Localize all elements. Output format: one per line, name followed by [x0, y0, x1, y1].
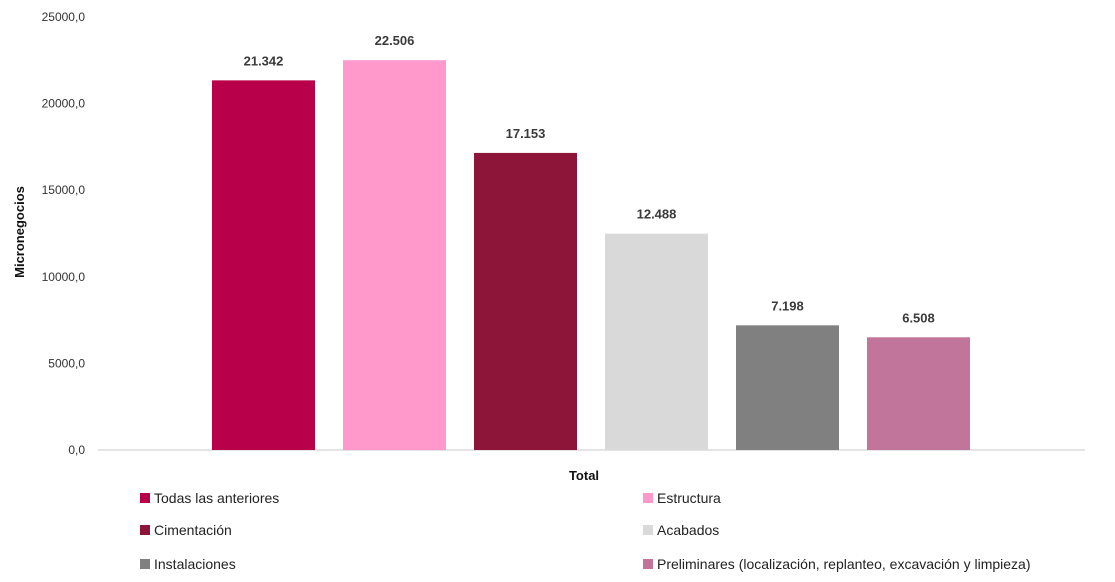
- data-label: 6.508: [902, 310, 935, 325]
- bar: [474, 152, 577, 450]
- bar: [867, 337, 970, 450]
- y-tick-label: 20000,0: [42, 97, 86, 111]
- y-tick-label: 0,0: [68, 443, 85, 457]
- y-tick-label: 5000,0: [48, 356, 85, 370]
- bar: [605, 233, 708, 450]
- y-axis-title: Micronegocios: [12, 186, 27, 278]
- data-label: 12.488: [637, 207, 677, 222]
- bar: [736, 325, 839, 450]
- bar: [343, 60, 446, 451]
- bars: [212, 60, 970, 451]
- y-tick-label: 10000,0: [42, 270, 86, 284]
- data-label: 21.342: [244, 53, 284, 68]
- data-label: 17.153: [506, 126, 546, 141]
- y-tick-label: 15000,0: [42, 183, 86, 197]
- x-axis-title: Total: [569, 468, 599, 483]
- data-label: 7.198: [771, 298, 804, 313]
- y-tick-label: 25000,0: [42, 10, 86, 24]
- y-axis-ticks: 0,0 5000,0 10000,0 15000,0 20000,0 25000,0: [42, 10, 86, 457]
- data-labels: 21.342 22.506 17.153 12.488 7.198 6.508: [244, 33, 935, 325]
- data-label: 22.506: [375, 33, 415, 48]
- bar: [212, 80, 315, 450]
